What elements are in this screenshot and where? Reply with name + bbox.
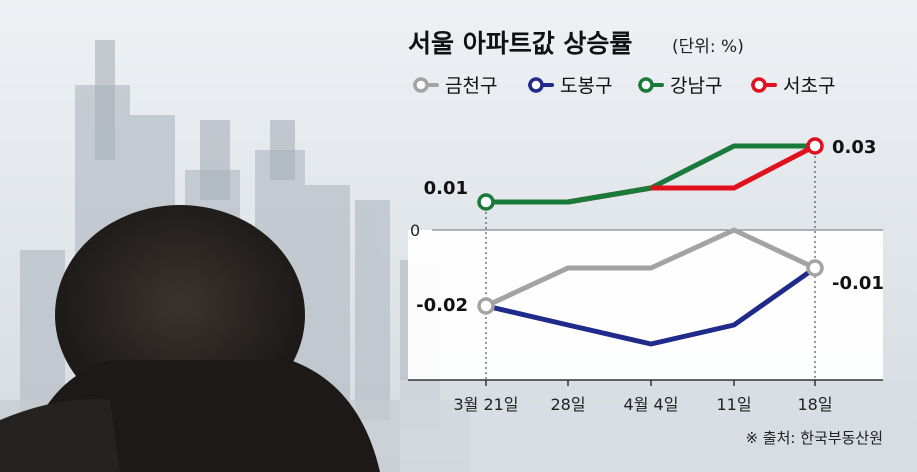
label-start-bottom: -0.02	[416, 295, 468, 316]
label-end-top: 0.03	[832, 137, 876, 158]
legend-label-3: 서초구	[783, 75, 835, 97]
legend-marker-0	[413, 77, 429, 93]
chart-title: 서울 아파트값 상승률	[408, 29, 632, 58]
series-line-0	[483, 227, 818, 309]
legend-label-0: 금천구	[445, 75, 497, 97]
legend: 금천구 도봉구 강남구 서초구	[413, 75, 835, 97]
x-tick-label-2: 4월 4일	[624, 395, 679, 414]
legend-label-1: 도봉구	[560, 75, 612, 97]
legend-label-2: 강남구	[670, 75, 722, 97]
value-labels: 0.01 0.03 -0.02 -0.01	[416, 137, 884, 316]
series-line-1	[483, 265, 818, 347]
label-start-top: 0.01	[424, 178, 468, 199]
legend-marker-1	[528, 77, 544, 93]
series-line-3	[483, 143, 818, 205]
point-marker-3	[806, 259, 824, 277]
x-tick-label-3: 11일	[716, 395, 751, 414]
label-end-bottom: -0.01	[832, 273, 884, 294]
axes: 0 3월 21일 28일 4월 4일 11일 18일	[408, 221, 883, 414]
point-marker-2	[477, 297, 495, 315]
point-marker-0	[477, 193, 495, 211]
x-tick-label-4: 18일	[797, 395, 832, 414]
x-tick-label-0: 3월 21일	[453, 395, 518, 414]
series-line-2-overlap	[486, 185, 652, 205]
legend-marker-2	[638, 77, 654, 93]
source-note: ※ 출처: 한국부동산원	[745, 429, 883, 447]
zero-label: 0	[410, 221, 420, 240]
chart-unit: (단위: %)	[672, 37, 744, 57]
point-marker-1	[806, 137, 824, 155]
x-tick-label-1: 28일	[550, 395, 585, 414]
legend-marker-3	[751, 77, 767, 93]
series-lines	[477, 137, 824, 347]
